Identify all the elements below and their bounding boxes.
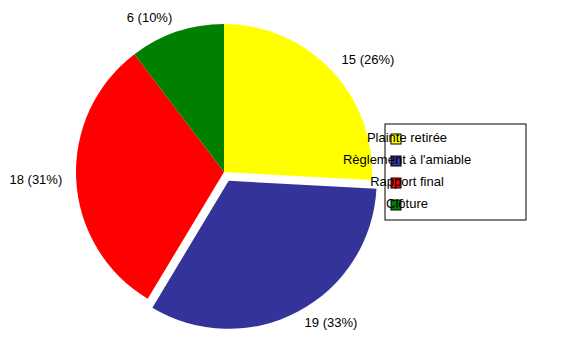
svg-text:19 (33%): 19 (33%) (305, 315, 358, 330)
svg-text:18 (31%): 18 (31%) (9, 172, 62, 187)
svg-text:15 (26%): 15 (26%) (342, 52, 395, 67)
svg-text:Clôture: Clôture (386, 196, 428, 211)
svg-text:Règlement à l'amiable: Règlement à l'amiable (343, 152, 471, 167)
svg-text:Plainte retirée: Plainte retirée (367, 130, 447, 145)
svg-text:Rapport final: Rapport final (370, 174, 444, 189)
svg-text:6 (10%): 6 (10%) (127, 10, 173, 25)
